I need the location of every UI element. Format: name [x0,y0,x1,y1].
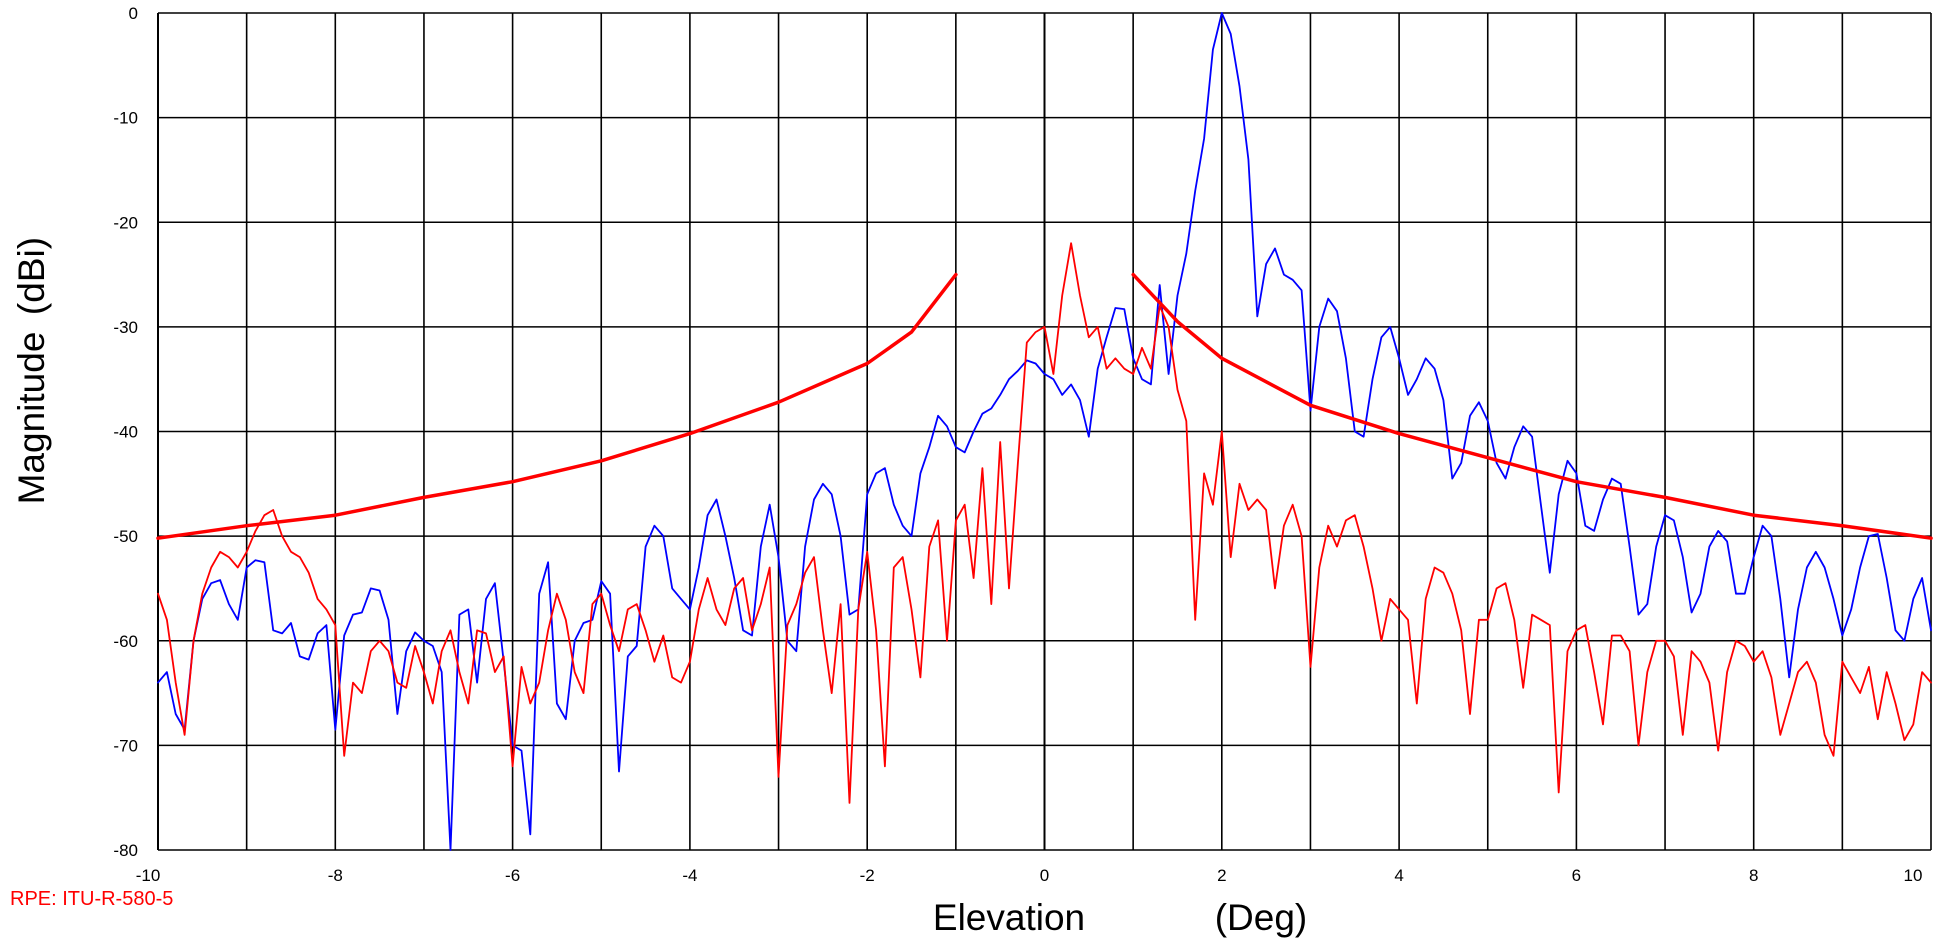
y-tick-label: -40 [113,423,138,442]
y-tick-label: -70 [113,736,138,755]
x-tick-label: 10 [1904,866,1923,885]
x-tick-label: 0 [1040,866,1049,885]
y-tick-label: -20 [113,213,138,232]
series-line-2 [157,242,1932,804]
y-axis-unit: (dBi) [11,237,52,315]
x-tick-label: -6 [505,866,520,885]
x-tick-label: -2 [860,866,875,885]
y-tick-label: -10 [113,109,138,128]
series-line-1 [157,12,1932,851]
series-line-3 [156,272,958,540]
x-tick-label: -8 [328,866,343,885]
y-axis-label: Magnitude [11,332,52,505]
x-tick-label: 2 [1217,866,1226,885]
x-tick-label: -4 [682,866,697,885]
rpe-standard-note: RPE: ITU-R-580-5 [10,888,173,910]
y-tick-label: -80 [113,841,138,860]
y-tick-label: -60 [113,632,138,651]
y-tick-label: -30 [113,318,138,337]
y-tick-label: 0 [129,4,138,23]
series-line-4 [1131,272,1933,540]
y-tick-label: -50 [113,527,138,546]
x-tick-label: 8 [1749,866,1758,885]
y-tick-labels: 0 -10 -20 -30 -40 -50 -60 -70 -80 [113,4,138,860]
grid-lines [157,12,1932,851]
plot-area [156,12,1933,851]
x-tick-label: 6 [1572,866,1581,885]
x-tick-label: 4 [1394,866,1403,885]
x-tick-label: -10 [136,866,161,885]
x-axis-unit: (Deg) [1215,897,1308,938]
x-axis-label: Elevation [933,897,1085,938]
x-tick-labels: -10 -8 -6 -4 -2 0 2 4 6 8 10 [136,866,1923,885]
